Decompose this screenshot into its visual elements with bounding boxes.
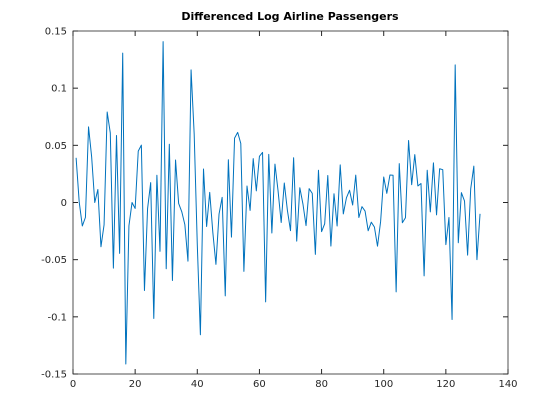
data-line xyxy=(75,41,481,365)
axes-box xyxy=(72,30,509,375)
x-tick-label: 80 xyxy=(315,379,328,390)
x-tick-label: 60 xyxy=(253,379,266,390)
y-tick-label: 0.05 xyxy=(45,141,67,152)
x-tick-label: 120 xyxy=(436,379,455,390)
y-tick-label: 0.15 xyxy=(45,27,67,38)
y-tick-label: 0 xyxy=(61,198,67,209)
x-tick-label: 20 xyxy=(129,379,142,390)
x-tick-label: 140 xyxy=(498,379,517,390)
y-tick-label: 0.1 xyxy=(51,84,67,95)
y-tick-label: -0.05 xyxy=(41,255,67,266)
y-tick-label: -0.15 xyxy=(41,370,67,381)
y-tick-label: -0.1 xyxy=(47,312,67,323)
x-tick-label: 40 xyxy=(191,379,204,390)
x-tick-label: 0 xyxy=(70,379,76,390)
x-tick-label: 100 xyxy=(374,379,393,390)
chart-title: Differenced Log Airline Passengers xyxy=(181,10,399,23)
